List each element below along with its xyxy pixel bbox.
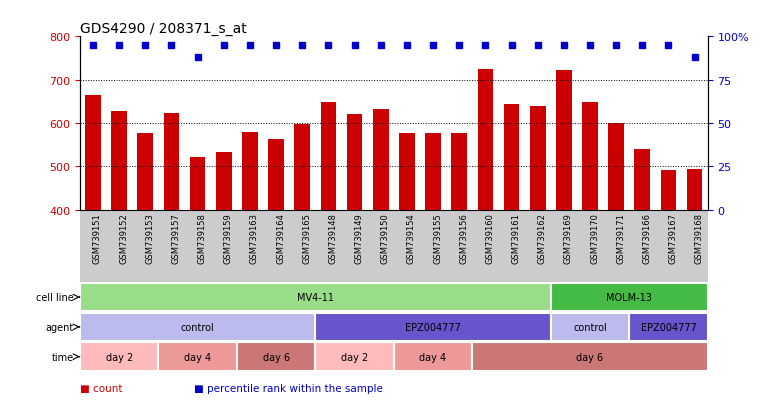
Text: agent: agent [46,322,74,332]
Text: MOLM-13: MOLM-13 [607,292,652,302]
Text: GSM739154: GSM739154 [407,212,416,263]
Bar [237,342,315,371]
Text: EPZ004777: EPZ004777 [405,322,461,332]
Bar [582,102,598,210]
Bar [451,134,467,210]
Text: day 6: day 6 [263,352,290,362]
Text: MV4-11: MV4-11 [297,292,334,302]
Text: ■ count: ■ count [80,383,123,393]
Bar [425,133,441,210]
Text: GSM739149: GSM739149 [355,212,364,263]
Text: GSM739159: GSM739159 [224,212,233,263]
Text: GDS4290 / 208371_s_at: GDS4290 / 208371_s_at [80,22,247,36]
Text: GSM739165: GSM739165 [302,212,311,263]
Text: EPZ004777: EPZ004777 [641,322,696,332]
Bar [347,115,362,210]
Text: day 2: day 2 [341,352,368,362]
Bar [661,171,677,210]
Text: GSM739163: GSM739163 [250,212,259,263]
Text: GSM739148: GSM739148 [329,212,337,263]
Bar [80,313,315,342]
Bar [315,342,394,371]
Text: cell line: cell line [36,292,74,302]
Bar [478,70,493,210]
Text: GSM739152: GSM739152 [119,212,128,263]
Text: GSM739160: GSM739160 [486,212,495,263]
Bar [216,152,231,210]
Text: GSM739150: GSM739150 [380,212,390,263]
Bar [111,112,127,210]
Bar [320,102,336,210]
Bar [504,104,520,210]
Text: day 4: day 4 [184,352,212,362]
Bar [189,158,205,210]
Bar [394,342,473,371]
Text: GSM739157: GSM739157 [171,212,180,263]
Bar [399,133,415,210]
Bar [269,140,284,210]
Bar [85,95,100,210]
Bar [80,283,551,312]
Text: GSM739162: GSM739162 [538,212,546,263]
Text: day 4: day 4 [419,352,447,362]
Text: GSM739170: GSM739170 [590,212,599,263]
Bar [164,114,180,210]
Text: control: control [573,322,607,332]
Text: GSM739169: GSM739169 [564,212,573,263]
Bar [556,71,572,210]
Bar [687,169,702,210]
Bar [373,109,389,210]
Bar [551,283,708,312]
Text: GSM739151: GSM739151 [93,212,102,263]
Text: GSM739166: GSM739166 [642,212,651,263]
Text: day 2: day 2 [106,352,132,362]
Text: GSM739156: GSM739156 [459,212,468,263]
Text: GSM739168: GSM739168 [695,212,704,263]
Bar [315,313,551,342]
Text: ■ percentile rank within the sample: ■ percentile rank within the sample [194,383,383,393]
Bar [242,133,258,210]
Bar [608,123,624,210]
Text: GSM739155: GSM739155 [433,212,442,263]
Text: GSM739167: GSM739167 [668,212,677,263]
Bar [295,125,310,210]
Text: GSM739161: GSM739161 [511,212,521,263]
Text: control: control [181,322,215,332]
Bar [530,107,546,210]
Text: GSM739171: GSM739171 [616,212,626,263]
Text: GSM739158: GSM739158 [198,212,207,263]
Bar [629,313,708,342]
Text: GSM739153: GSM739153 [145,212,154,263]
Bar [138,134,153,210]
Text: day 6: day 6 [576,352,603,362]
Text: GSM739164: GSM739164 [276,212,285,263]
Bar [551,313,629,342]
Text: time: time [52,352,74,362]
Bar [473,342,708,371]
Bar [158,342,237,371]
Bar [80,342,158,371]
Bar [635,149,650,210]
